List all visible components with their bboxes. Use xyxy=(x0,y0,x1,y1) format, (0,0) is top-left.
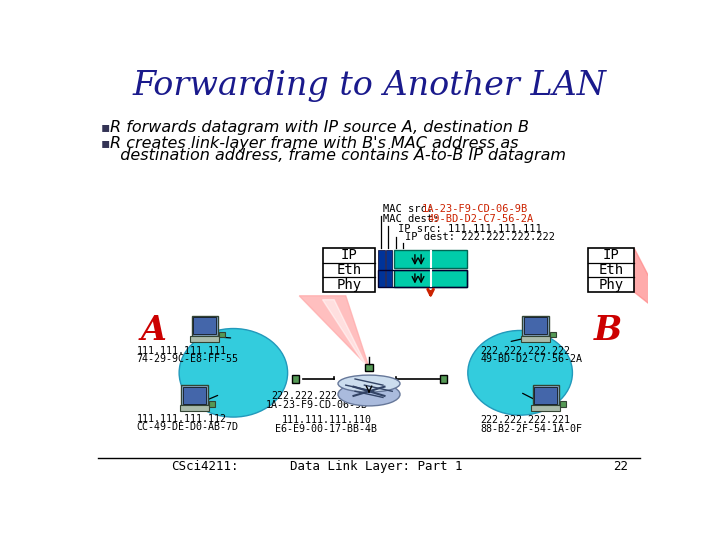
FancyBboxPatch shape xyxy=(180,405,210,411)
Text: Eth: Eth xyxy=(598,263,624,277)
Text: Data Link Layer: Part 1: Data Link Layer: Part 1 xyxy=(290,460,463,473)
FancyBboxPatch shape xyxy=(394,251,467,268)
Text: Eth: Eth xyxy=(336,263,361,277)
FancyBboxPatch shape xyxy=(560,401,566,407)
FancyBboxPatch shape xyxy=(210,401,215,407)
Text: 49-BD-D2-C7-56-2A: 49-BD-D2-C7-56-2A xyxy=(481,354,582,364)
Text: Phy: Phy xyxy=(598,278,624,292)
FancyBboxPatch shape xyxy=(183,387,206,403)
Text: R creates link-layer frame with B's MAC address as: R creates link-layer frame with B's MAC … xyxy=(110,136,518,151)
Text: 1A-23-F9-CD-06-9B: 1A-23-F9-CD-06-9B xyxy=(265,400,367,410)
Text: MAC dest:: MAC dest: xyxy=(383,214,446,224)
Text: 222.222.222.220: 222.222.222.220 xyxy=(271,392,361,401)
Text: Phy: Phy xyxy=(336,278,361,292)
Polygon shape xyxy=(323,300,369,372)
FancyBboxPatch shape xyxy=(439,375,447,383)
Text: E6-E9-00-17-BB-4B: E6-E9-00-17-BB-4B xyxy=(275,423,377,434)
FancyBboxPatch shape xyxy=(523,316,549,336)
Text: ▪: ▪ xyxy=(101,120,110,134)
Text: 222.222.222.221: 222.222.222.221 xyxy=(481,415,571,425)
Text: CSci4211:: CSci4211: xyxy=(171,460,238,473)
Text: B: B xyxy=(593,314,622,347)
FancyBboxPatch shape xyxy=(292,375,300,383)
Text: 88-B2-2F-54-1A-0F: 88-B2-2F-54-1A-0F xyxy=(481,423,582,434)
FancyBboxPatch shape xyxy=(533,385,559,405)
FancyBboxPatch shape xyxy=(190,336,220,342)
FancyBboxPatch shape xyxy=(192,316,218,336)
FancyBboxPatch shape xyxy=(531,405,560,411)
Ellipse shape xyxy=(338,375,400,392)
Text: Forwarding to Another LAN: Forwarding to Another LAN xyxy=(132,70,606,103)
FancyBboxPatch shape xyxy=(588,248,634,292)
Text: 111.111.111.110: 111.111.111.110 xyxy=(282,415,372,425)
FancyBboxPatch shape xyxy=(181,385,208,405)
Text: 1A-23-F9-CD-06-9B: 1A-23-F9-CD-06-9B xyxy=(422,204,528,214)
Text: A: A xyxy=(140,314,166,347)
Ellipse shape xyxy=(468,330,572,415)
Text: 222.222.222.222: 222.222.222.222 xyxy=(481,346,571,356)
FancyBboxPatch shape xyxy=(550,332,556,338)
Ellipse shape xyxy=(179,328,287,417)
Text: 49-BD-D2-C7-56-2A: 49-BD-D2-C7-56-2A xyxy=(428,214,534,224)
Text: 111.111.111.111: 111.111.111.111 xyxy=(137,346,227,356)
FancyBboxPatch shape xyxy=(524,318,547,334)
Text: CC-49-DE-D0-AB-7D: CC-49-DE-D0-AB-7D xyxy=(137,422,238,432)
Text: destination address, frame contains A-to-B IP datagram: destination address, frame contains A-to… xyxy=(110,148,566,163)
Text: MAC src:: MAC src: xyxy=(383,204,439,214)
Text: R forwards datagram with IP source A, destination B: R forwards datagram with IP source A, de… xyxy=(110,120,529,135)
FancyBboxPatch shape xyxy=(365,363,373,372)
FancyBboxPatch shape xyxy=(378,251,384,287)
Ellipse shape xyxy=(338,383,400,406)
FancyBboxPatch shape xyxy=(386,251,392,287)
FancyBboxPatch shape xyxy=(323,248,375,292)
FancyBboxPatch shape xyxy=(521,336,550,342)
Text: 74-29-9C-E8-FF-55: 74-29-9C-E8-FF-55 xyxy=(137,354,238,364)
Text: ▪: ▪ xyxy=(101,136,110,150)
Text: 22: 22 xyxy=(613,460,629,473)
Text: IP dest: 222.222.222.222: IP dest: 222.222.222.222 xyxy=(405,232,554,242)
Text: IP src: 111.111.111.111: IP src: 111.111.111.111 xyxy=(397,224,541,234)
Polygon shape xyxy=(634,248,672,323)
FancyBboxPatch shape xyxy=(394,269,467,287)
FancyBboxPatch shape xyxy=(534,387,557,403)
Text: IP: IP xyxy=(341,248,357,262)
Text: 111.111.111.112: 111.111.111.112 xyxy=(137,414,227,423)
Text: IP: IP xyxy=(603,248,619,262)
FancyBboxPatch shape xyxy=(193,318,216,334)
FancyBboxPatch shape xyxy=(220,332,225,338)
Polygon shape xyxy=(300,296,369,367)
